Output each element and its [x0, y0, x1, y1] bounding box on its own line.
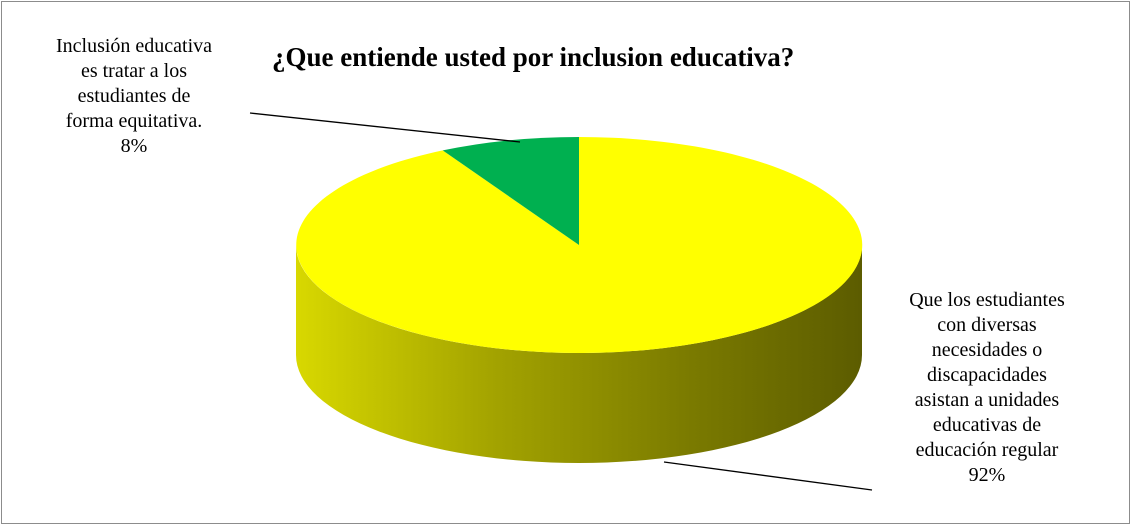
pie-side-wall	[296, 245, 862, 463]
label-line: Que los estudiantes	[909, 289, 1065, 311]
label-line: discapacidades	[927, 364, 1047, 386]
label-line: necesidades o	[931, 339, 1043, 361]
label-line: estudiantes de	[77, 85, 191, 107]
label-line: forma equitativa.	[65, 110, 203, 132]
leader-line-educacion-regular	[663, 461, 873, 491]
percent-label: 8%	[120, 135, 148, 157]
leader-line-trato-equitativo	[249, 112, 521, 143]
label-line: educativas de	[932, 414, 1042, 436]
chart-title: ¿Que entiende usted por inclusion educat…	[272, 42, 795, 72]
label-line: es tratar a los	[80, 60, 188, 82]
label-line: Inclusión educativa	[55, 35, 213, 57]
label-line: asistan a unidades	[914, 389, 1060, 411]
pie-slice-educacion-regular	[296, 136, 863, 353]
slice-label-trato-equitativo: Inclusión educativa es tratar a los estu…	[18, 34, 250, 159]
percent-label: 92%	[968, 464, 1006, 486]
slice-label-educacion-regular: Que los estudiantes con diversas necesid…	[872, 288, 1102, 488]
label-line: con diversas	[937, 314, 1037, 336]
label-line: educación regular	[915, 439, 1059, 461]
pie-slice-trato-equitativo	[442, 137, 579, 245]
